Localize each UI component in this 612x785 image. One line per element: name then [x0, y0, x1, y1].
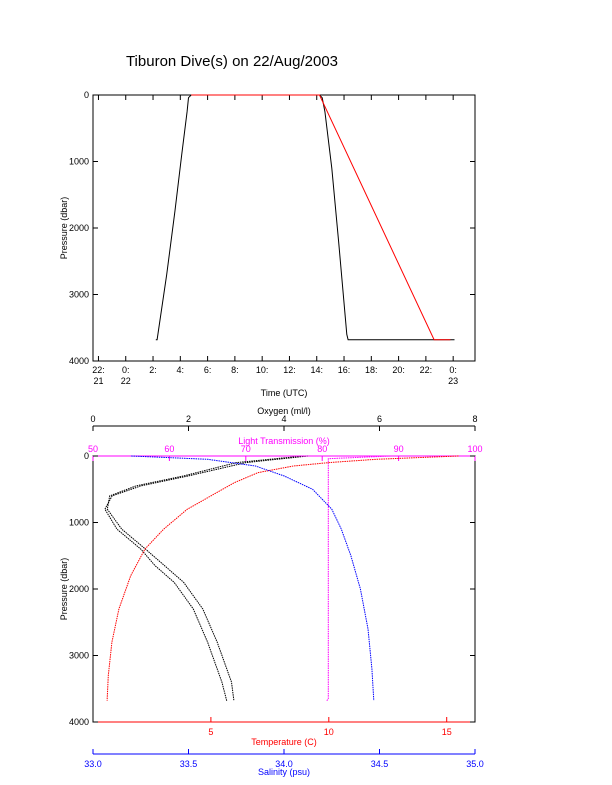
oxygen-tick-label: 8 — [472, 414, 477, 424]
dive-profile-x-tick-label: 16: — [338, 365, 351, 375]
dive-profile-x-tick-label-2: 23 — [448, 376, 458, 386]
profiles-y-tick-label: 1000 — [69, 518, 89, 528]
dive-profile-x-tick-label: 22: — [92, 365, 105, 375]
transmission-profile-line — [108, 455, 392, 702]
dive-profile-x-tick-label: 8: — [231, 365, 239, 375]
dive-profile-series — [155, 94, 455, 341]
dive-profile-x-tick-label-2: 21 — [93, 376, 103, 386]
dive-profile-x-tick-label: 20: — [392, 365, 405, 375]
profiles-axes-ticks: 0 2 4 6 8 50 60 70 80 90 100 5 10 15 33.0 33.5 34.0 34.5 3… — [84, 414, 484, 769]
temperature-profile-line — [106, 455, 459, 701]
salinity-tick-label: 33.5 — [180, 759, 198, 769]
transmission-tick-label: 80 — [317, 444, 327, 454]
dive-profile-x-ticks: 22:210:222: 4: 6: 8: 10: 12: 14: 16: 18: 20: 22: 0:… — [92, 95, 458, 386]
figure-title: Tiburon Dive(s) on 22/Aug/2003 — [126, 53, 338, 70]
oxygen-profile-line — [104, 455, 308, 701]
transmission-tick-label: 50 — [88, 444, 98, 454]
dive-profile-frame — [92, 94, 476, 362]
profiles-series — [104, 455, 459, 702]
dive-profile-xlabel: Time (UTC) — [261, 388, 308, 398]
dive-profile-x-tick-label-2: 22 — [121, 376, 131, 386]
dive-profile-y-tick-label: 4000 — [69, 356, 89, 366]
temperature-tick-label: 15 — [442, 727, 452, 737]
transmission-axis-label: Light Transmission (%) — [238, 436, 330, 446]
salinity-tick-label: 33.0 — [84, 759, 102, 769]
dive-profile-x-tick-label: 18: — [365, 365, 378, 375]
profiles-frame — [92, 455, 476, 723]
temperature-tick-label: 10 — [324, 727, 334, 737]
oxygen-profile-line — [106, 455, 304, 701]
oxygen-tick-label: 4 — [281, 414, 286, 424]
profiles-y-tick-label: 0 — [84, 451, 89, 461]
temperature-tick-label: 5 — [208, 727, 213, 737]
profiles-y-tick-label: 3000 — [69, 651, 89, 661]
transmission-tick-label: 90 — [394, 444, 404, 454]
salinity-tick-label: 34.0 — [275, 759, 293, 769]
profiles-y-ticks: 0 1000 2000 3000 4000 — [69, 451, 475, 727]
dive-profile-x-tick-label: 0: — [449, 365, 457, 375]
transmission-tick-label: 60 — [164, 444, 174, 454]
temperature-axis-label: Temperature (C) — [251, 737, 317, 747]
transmission-tick-label: 70 — [241, 444, 251, 454]
oxygen-tick-label: 2 — [186, 414, 191, 424]
dive-profile-x-tick-label: 2: — [149, 365, 157, 375]
oxygen-axis-label: Oxygen (ml/l) — [257, 406, 311, 416]
dive-profile-y-tick-label: 3000 — [69, 290, 89, 300]
dive-profile-line — [191, 94, 451, 341]
dive-profile-plot: 22:210:222: 4: 6: 8: 10: 12: 14: 16: 18: 20: 22: 0:… — [59, 90, 476, 398]
dive-profile-y-tick-label: 1000 — [69, 157, 89, 167]
profiles-y-tick-label: 2000 — [69, 584, 89, 594]
dive-profile-y-ticks: 0 1000 2000 3000 4000 — [69, 90, 475, 366]
profiles-y-tick-label: 4000 — [69, 717, 89, 727]
dive-profile-ylabel: Pressure (dbar) — [59, 197, 69, 260]
dive-profile-line — [155, 94, 455, 341]
dive-profile-x-tick-label: 12: — [283, 365, 296, 375]
salinity-tick-label: 34.5 — [371, 759, 389, 769]
dive-profile-x-tick-label: 10: — [256, 365, 269, 375]
profiles-plot: 0 2 4 6 8 50 60 70 80 90 100 5 10 15 33.0 33.5 34.0 34.5 3… — [59, 406, 484, 777]
transmission-tick-label: 100 — [467, 444, 482, 454]
dive-profile-x-tick-label: 6: — [204, 365, 212, 375]
profiles-ylabel: Pressure (dbar) — [59, 558, 69, 621]
dive-profile-y-tick-label: 0 — [84, 90, 89, 100]
dive-profile-x-tick-label: 0: — [122, 365, 130, 375]
dive-profile-y-tick-label: 2000 — [69, 223, 89, 233]
salinity-axis-label: Salinity (psu) — [258, 767, 310, 777]
oxygen-tick-label: 0 — [90, 414, 95, 424]
salinity-tick-label: 35.0 — [466, 759, 484, 769]
salinity-profile-line — [131, 455, 375, 701]
dive-profile-x-tick-label: 4: — [177, 365, 185, 375]
dive-profile-x-tick-label: 22: — [420, 365, 433, 375]
dive-profile-x-tick-label: 14: — [310, 365, 323, 375]
oxygen-tick-label: 6 — [377, 414, 382, 424]
